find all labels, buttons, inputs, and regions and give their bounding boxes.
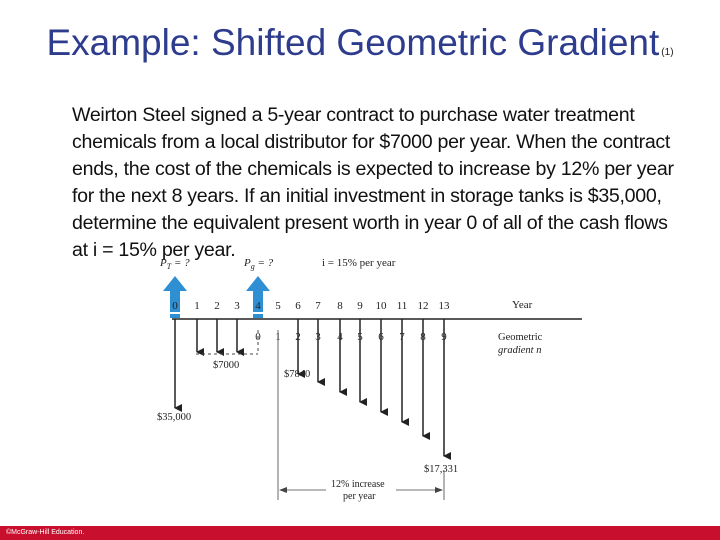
year-tick-3: 3 xyxy=(234,300,240,312)
year-tick-9: 9 xyxy=(357,300,363,312)
slide-title-sub: (1) xyxy=(661,47,674,58)
slide-title-text: Example: Shifted Geometric Gradient xyxy=(46,22,660,63)
slide-title: Example: Shifted Geometric Gradient (1) xyxy=(0,22,720,64)
annual-amount-label: $7000 xyxy=(213,360,239,371)
year-tick-8: 8 xyxy=(337,300,343,312)
year-tick-10: 10 xyxy=(376,300,388,312)
copyright-text: ©McGraw-Hill Education. xyxy=(6,529,85,536)
year-tick-2: 2 xyxy=(214,300,220,312)
increase-arrow-left xyxy=(279,487,287,493)
year-axis-label: Year xyxy=(512,299,533,311)
problem-statement: Weirton Steel signed a 5-year contract t… xyxy=(72,104,674,261)
year-tick-0: 0 xyxy=(172,300,178,312)
initial-amount-label: $35,000 xyxy=(157,412,191,423)
gradient-label-line2: gradient n xyxy=(498,345,541,356)
pt-label: PT = ? xyxy=(159,257,190,271)
year-tick-1: 1 xyxy=(194,300,200,312)
increase-label-bg xyxy=(326,476,396,502)
year-tick-7: 7 xyxy=(315,300,321,312)
pt-up-arrow xyxy=(163,276,187,318)
year-tick-labels: 0 1 2 3 4 5 6 7 8 9 10 11 12 13 xyxy=(172,300,450,312)
footer-bar: ©McGraw-Hill Education. xyxy=(0,526,720,540)
first-gradient-amount-label: $7840 xyxy=(284,369,310,380)
year-tick-4: 4 xyxy=(255,300,261,312)
year-tick-5: 5 xyxy=(275,300,281,312)
year-tick-13: 13 xyxy=(439,300,451,312)
year-tick-11: 11 xyxy=(397,300,408,312)
increase-label-line2: per year xyxy=(343,491,376,502)
pg-label: Pg = ? xyxy=(243,257,274,271)
increase-arrow-right xyxy=(435,487,443,493)
last-gradient-amount-label: $17,331 xyxy=(424,464,458,475)
rate-label: i = 15% per year xyxy=(322,257,396,269)
year-tick-6: 6 xyxy=(295,300,301,312)
gradient-label-line1: Geometric xyxy=(498,332,543,343)
year-tick-12: 12 xyxy=(418,300,429,312)
pg-up-arrow xyxy=(246,276,270,318)
increase-label-line1: 12% increase xyxy=(331,479,385,490)
cash-outflow-arrows xyxy=(174,319,451,460)
